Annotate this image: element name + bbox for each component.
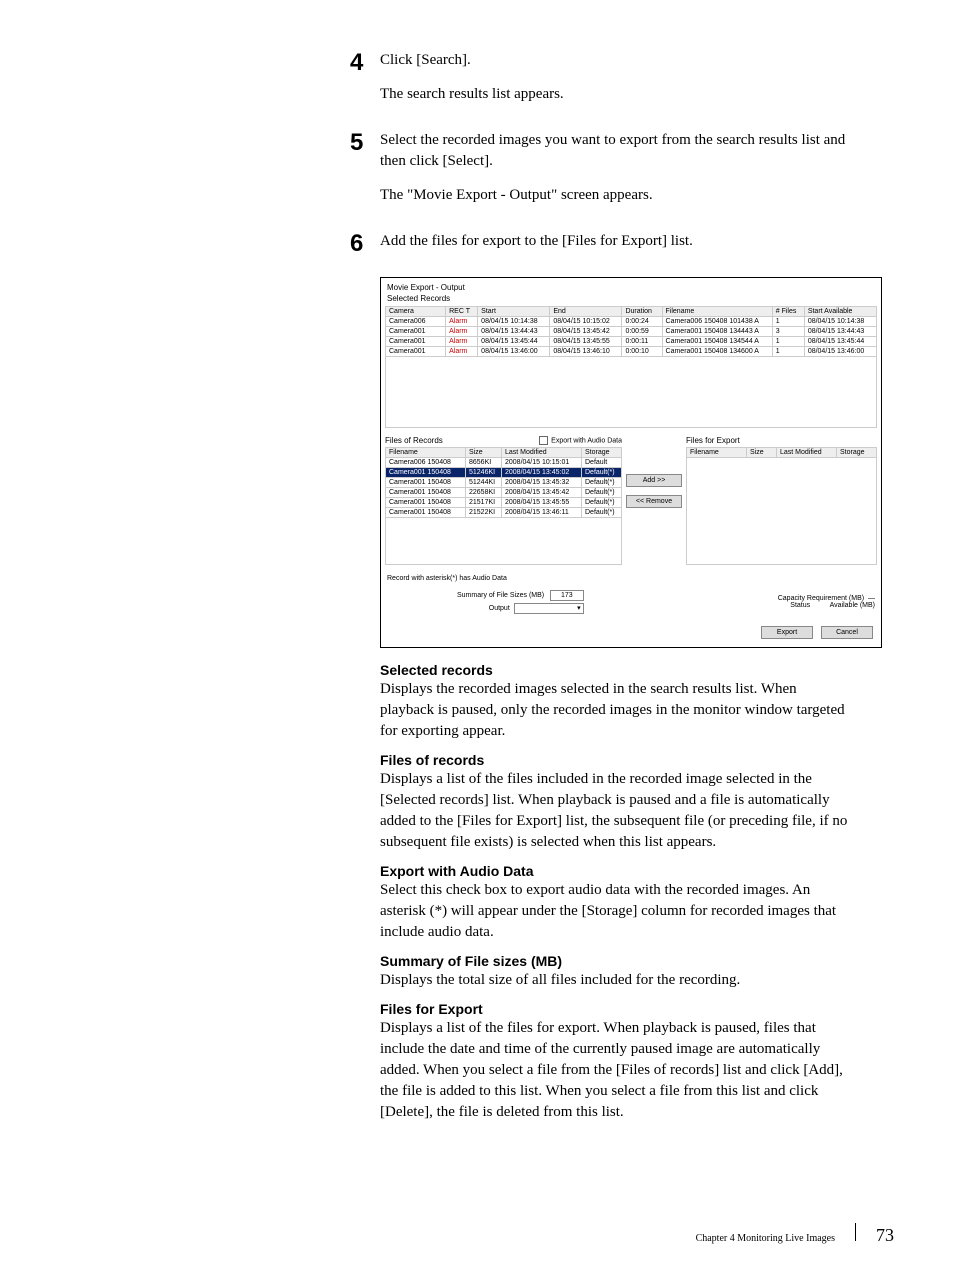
body-files-of-records: Displays a list of the files included in…: [380, 769, 854, 853]
body-files-for-export: Displays a list of the files for export.…: [380, 1018, 854, 1123]
table-row[interactable]: Camera001Alarm08/04/15 13:45:4408/04/15 …: [386, 336, 877, 346]
body-selected-records: Displays the recorded images selected in…: [380, 679, 854, 742]
table-row[interactable]: Camera001 15040821517KI2008/04/15 13:45:…: [386, 497, 622, 507]
selected-records-label: Selected Records: [381, 293, 881, 306]
table-row[interactable]: Camera001 15040821522KI2008/04/15 13:46:…: [386, 507, 622, 517]
asterisk-note: Record with asterisk(*) has Audio Data: [381, 565, 881, 586]
heading-files-of-records: Files of records: [380, 752, 854, 768]
capacity-value: —: [868, 595, 875, 602]
files-of-records-table[interactable]: FilenameSizeLast ModifiedStorage Camera0…: [385, 447, 622, 518]
summary-value: 173: [550, 590, 584, 601]
page-number: 73: [876, 1225, 894, 1246]
step-6-text: Add the files for export to the [Files f…: [380, 231, 693, 253]
selected-records-table[interactable]: CameraREC TStartEndDurationFilename# Fil…: [385, 306, 877, 357]
cancel-button[interactable]: Cancel: [821, 626, 873, 639]
heading-selected-records: Selected records: [380, 662, 854, 678]
table-row[interactable]: Camera006 1504088656KI2008/04/15 10:15:0…: [386, 457, 622, 467]
body-summary: Displays the total size of all files inc…: [380, 970, 854, 991]
step-number-6: 6: [350, 231, 380, 265]
step-number-5: 5: [350, 130, 380, 219]
available-label: Available (MB): [830, 602, 875, 609]
files-of-records-label: Files of Records: [385, 436, 443, 445]
status-label: Status: [790, 602, 810, 609]
add-button[interactable]: Add >>: [626, 474, 682, 487]
table-row[interactable]: Camera006Alarm08/04/15 10:14:3808/04/15 …: [386, 316, 877, 326]
page-footer: Chapter 4 Monitoring Live Images 73: [696, 1223, 894, 1246]
table-row[interactable]: Camera001Alarm08/04/15 13:44:4308/04/15 …: [386, 326, 877, 336]
heading-summary: Summary of File sizes (MB): [380, 953, 854, 969]
heading-export-audio: Export with Audio Data: [380, 863, 854, 879]
table-row[interactable]: Camera001 15040822658KI2008/04/15 13:45:…: [386, 487, 622, 497]
heading-files-for-export: Files for Export: [380, 1001, 854, 1017]
step-4-text: Click [Search].: [380, 50, 564, 72]
files-for-export-table[interactable]: FilenameSizeLast ModifiedStorage: [686, 447, 877, 458]
body-export-audio: Select this check box to export audio da…: [380, 880, 854, 943]
export-button[interactable]: Export: [761, 626, 813, 639]
checkbox-icon[interactable]: [539, 436, 548, 445]
table-row[interactable]: Camera001 15040851244KI2008/04/15 13:45:…: [386, 477, 622, 487]
movie-export-output-window: Movie Export - Output Selected Records C…: [380, 277, 882, 648]
capacity-label: Capacity Requirement (MB): [778, 595, 864, 602]
files-for-export-label: Files for Export: [686, 436, 877, 445]
output-dropdown[interactable]: [514, 603, 584, 614]
export-audio-label: Export with Audio Data: [551, 437, 622, 444]
summary-label: Summary of File Sizes (MB): [457, 592, 544, 599]
window-title: Movie Export - Output: [381, 278, 881, 293]
step-5-text: Select the recorded images you want to e…: [380, 130, 854, 174]
chapter-label: Chapter 4 Monitoring Live Images: [696, 1233, 835, 1244]
export-audio-checkbox[interactable]: Export with Audio Data: [539, 436, 622, 445]
step-number-4: 4: [350, 50, 380, 118]
table-row[interactable]: Camera001Alarm08/04/15 13:46:0008/04/15 …: [386, 346, 877, 356]
output-label: Output: [489, 605, 510, 612]
step-5-result: The "Movie Export - Output" screen appea…: [380, 185, 854, 207]
table-row[interactable]: Camera001 15040851246KI2008/04/15 13:45:…: [386, 467, 622, 477]
step-4-result: The search results list appears.: [380, 84, 564, 106]
remove-button[interactable]: << Remove: [626, 495, 682, 508]
